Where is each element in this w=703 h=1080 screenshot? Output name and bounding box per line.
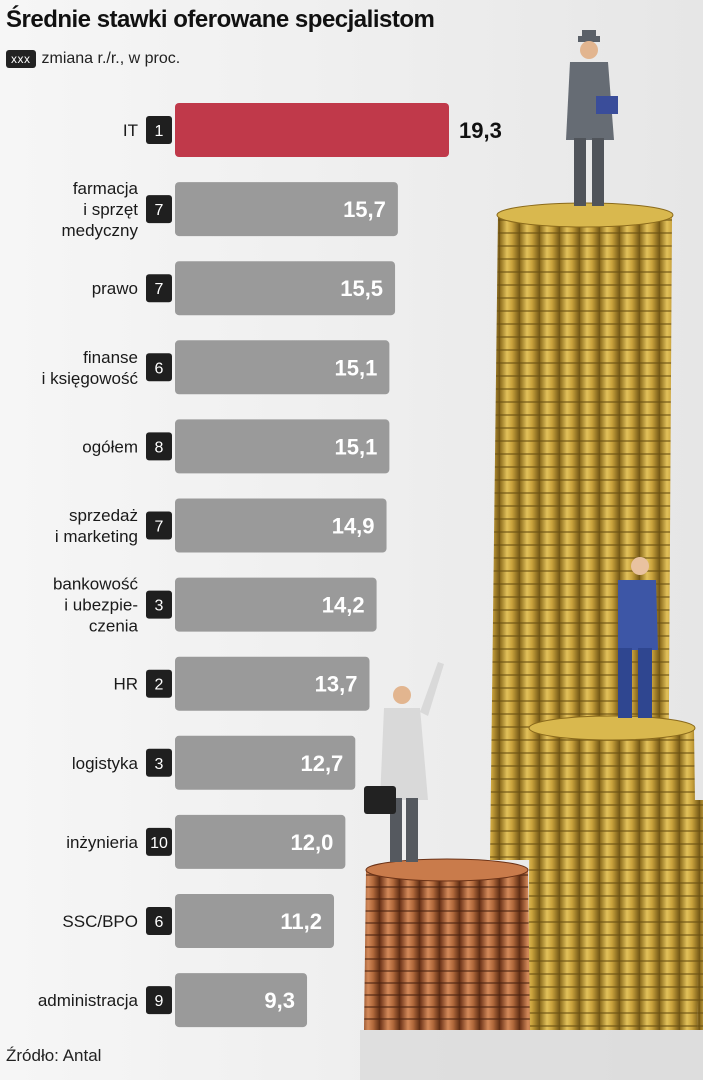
value-label-6: 14,2 (322, 593, 365, 618)
rank-badge-8 (146, 748, 172, 777)
category-label-10: SSC/BPO (62, 912, 138, 931)
value-label-9: 12,0 (291, 830, 334, 855)
chart-title: Średnie stawki oferowane specjalistom (6, 6, 435, 33)
rank-badge-6 (146, 590, 172, 619)
rank-badge-text-0: 1 (155, 123, 164, 140)
rank-badge-text-8: 3 (155, 756, 164, 773)
bar-3 (175, 340, 390, 395)
value-label-7: 13,7 (315, 672, 358, 697)
value-label-1: 15,7 (343, 197, 386, 222)
value-label-11: 9,3 (264, 988, 295, 1013)
category-label-9: inżynieria (66, 833, 138, 852)
businessman-figure-top (566, 30, 618, 206)
rank-badge-0 (146, 116, 172, 144)
legend-text: zmiana r./r., w proc. (41, 50, 181, 67)
category-label-3: finanse i księgowość (42, 348, 139, 388)
rank-badge-2 (146, 274, 172, 303)
businessman-figure-bottom (364, 662, 444, 862)
rank-badge-text-9: 10 (150, 835, 168, 852)
bar-10 (175, 894, 335, 948)
value-label-8: 12,7 (300, 751, 343, 776)
rank-badge-text-7: 2 (155, 677, 164, 694)
businessman-figure-middle (618, 557, 658, 718)
category-label-2: prawo (92, 279, 138, 298)
bar-4 (175, 419, 390, 474)
bar-2 (175, 261, 396, 316)
copper-coin-stack (364, 858, 530, 1030)
rank-badge-1 (146, 195, 172, 224)
value-label-5: 14,9 (332, 514, 375, 539)
category-label-6: bankowość i ubezpie-czenia (53, 575, 139, 636)
rank-badge-text-5: 7 (155, 519, 164, 536)
rank-badge-7 (146, 669, 172, 698)
category-label-11: administracja (38, 991, 139, 1010)
rank-badge-5 (146, 511, 172, 540)
bar-5 (175, 498, 387, 553)
category-label-1: farmacja i sprzęt medyczny (61, 179, 138, 240)
medium-coin-stack (528, 715, 703, 1030)
bar-6 (175, 577, 377, 632)
category-label-5: sprzedaż i marketing (55, 506, 138, 546)
rank-badge-3 (146, 353, 172, 382)
value-label-10: 11,2 (280, 909, 322, 934)
rank-badge-text-6: 3 (155, 598, 164, 615)
rank-badge-10 (146, 907, 172, 935)
rank-badge-text-4: 8 (155, 439, 164, 456)
rank-badge-text-1: 7 (155, 202, 164, 219)
legend-rank-badge: xxx (6, 50, 36, 68)
source-note: Źródło: Antal (6, 1046, 102, 1065)
rank-badge-text-11: 9 (155, 993, 164, 1010)
bar-1 (175, 182, 398, 237)
value-label-2: 15,5 (340, 276, 383, 301)
bar-7 (175, 656, 370, 711)
rank-badge-text-10: 6 (155, 914, 164, 931)
bar-9 (175, 814, 346, 869)
rank-badge-11 (146, 986, 172, 1015)
bar-11 (175, 973, 308, 1028)
legend: xxx zmiana r./r., w proc. (6, 50, 180, 68)
value-label-0: 19,3 (459, 118, 502, 143)
bar-0 (175, 103, 449, 157)
value-label-3: 15,1 (335, 355, 378, 380)
rank-badge-4 (146, 432, 172, 461)
rank-badge-text-2: 7 (155, 281, 164, 298)
rank-badge-9 (146, 827, 172, 856)
value-label-4: 15,1 (335, 434, 378, 459)
category-label-8: logistyka (72, 754, 139, 773)
rank-badge-text-3: 6 (155, 360, 164, 377)
bar-8 (175, 735, 356, 790)
category-label-0: IT (123, 121, 138, 140)
category-label-7: HR (113, 675, 138, 694)
category-label-4: ogółem (82, 437, 138, 456)
